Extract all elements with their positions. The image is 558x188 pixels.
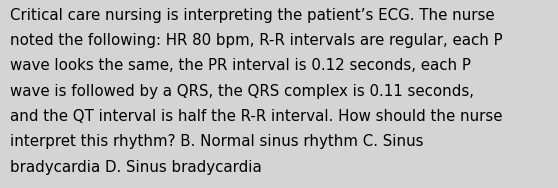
Text: interpret this rhythm? B. Normal sinus rhythm C. Sinus: interpret this rhythm? B. Normal sinus r… — [10, 134, 424, 149]
Text: and the QT interval is half the R-R interval. How should the nurse: and the QT interval is half the R-R inte… — [10, 109, 503, 124]
Text: Critical care nursing is interpreting the patient’s ECG. The nurse: Critical care nursing is interpreting th… — [10, 8, 495, 23]
Text: wave looks the same, the PR interval is 0.12 seconds, each P: wave looks the same, the PR interval is … — [10, 58, 471, 73]
Text: noted the following: HR 80 bpm, R-R intervals are regular, each P: noted the following: HR 80 bpm, R-R inte… — [10, 33, 503, 48]
Text: wave is followed by a QRS, the QRS complex is 0.11 seconds,: wave is followed by a QRS, the QRS compl… — [10, 84, 474, 99]
Text: bradycardia D. Sinus bradycardia: bradycardia D. Sinus bradycardia — [10, 160, 262, 175]
